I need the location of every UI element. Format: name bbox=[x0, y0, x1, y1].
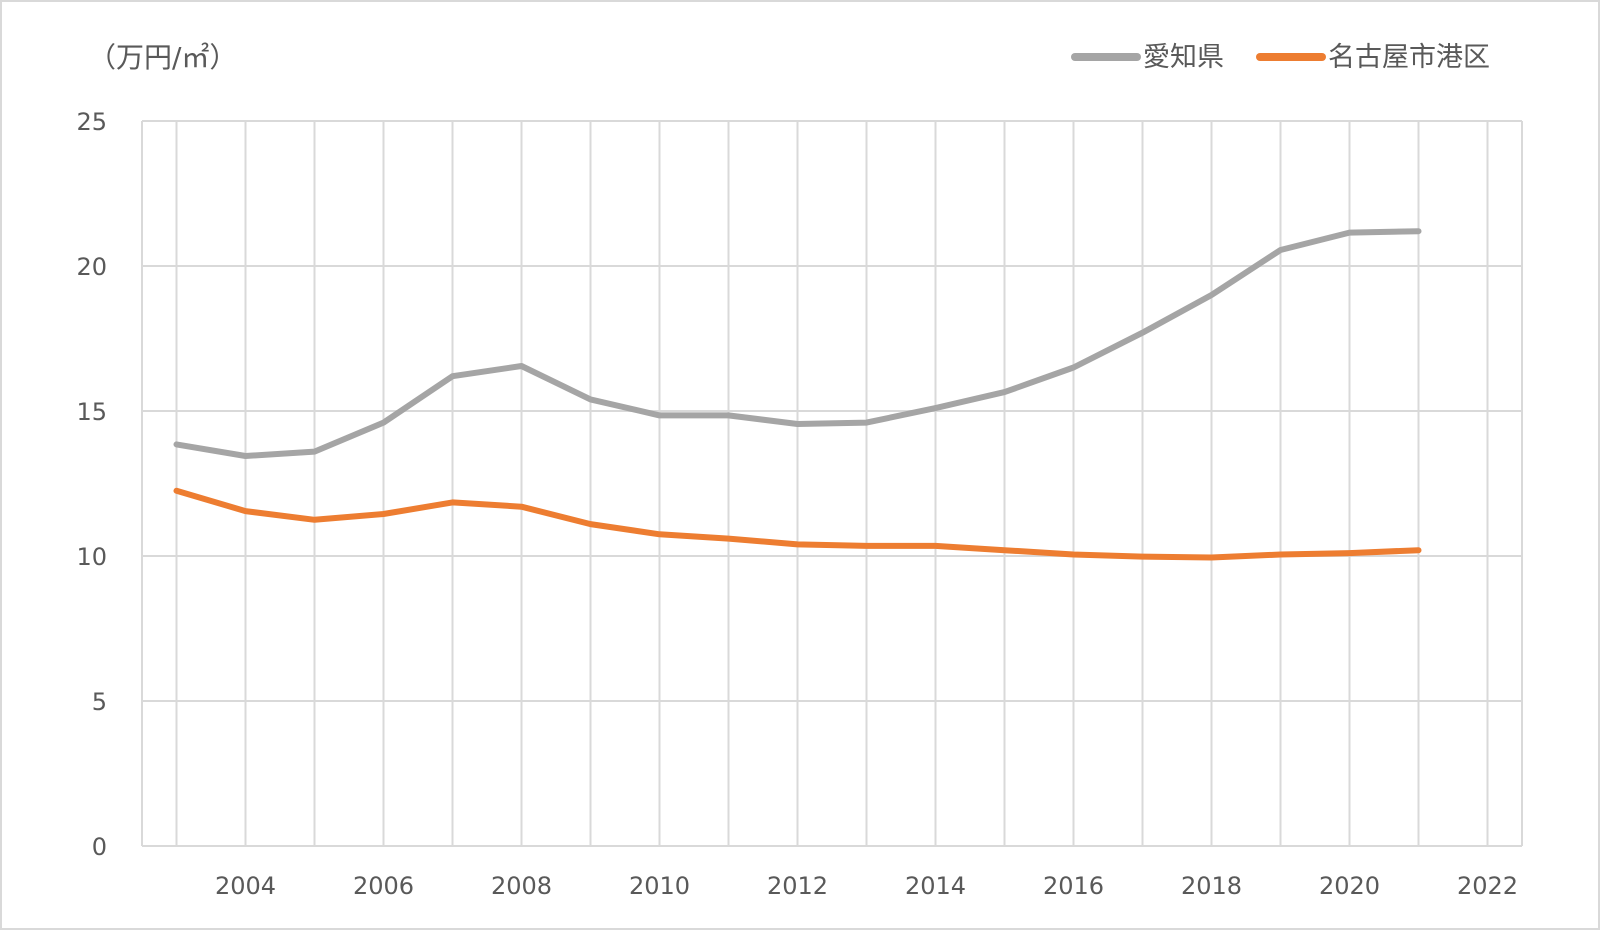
x-tick-label-2018: 2018 bbox=[1181, 872, 1242, 900]
series-layer bbox=[173, 228, 1422, 561]
x-tick-label-2014: 2014 bbox=[905, 872, 966, 900]
series-line-0 bbox=[173, 228, 1422, 459]
x-tick-label-2022: 2022 bbox=[1457, 872, 1518, 900]
unit-label: （万円/㎡） bbox=[88, 41, 237, 74]
x-tick-label-2016: 2016 bbox=[1043, 872, 1104, 900]
y-tick-label-10: 10 bbox=[76, 543, 107, 571]
y-tick-label-20: 20 bbox=[76, 253, 107, 281]
legend-label-aichi: 愛知県 bbox=[1143, 42, 1224, 73]
series-line-1 bbox=[173, 487, 1422, 561]
x-tick-label-2006: 2006 bbox=[353, 872, 414, 900]
x-tick-label-2010: 2010 bbox=[629, 872, 690, 900]
x-tick-label-2020: 2020 bbox=[1319, 872, 1380, 900]
y-tick-label-0: 0 bbox=[92, 833, 107, 861]
legend-label-minato: 名古屋市港区 bbox=[1328, 42, 1490, 73]
y-tick-label-15: 15 bbox=[76, 398, 107, 426]
grid bbox=[141, 120, 1523, 847]
x-tick-label-2004: 2004 bbox=[215, 872, 276, 900]
tick-labels: 0 5 10 15 20 25 2004 2006 2008 2010 2012 2014 2016 20… bbox=[76, 108, 1518, 900]
y-tick-label-25: 25 bbox=[76, 108, 107, 136]
legend: 愛知県 名古屋市港区 bbox=[1071, 42, 1490, 73]
x-tick-label-2012: 2012 bbox=[767, 872, 828, 900]
x-tick-label-2008: 2008 bbox=[491, 872, 552, 900]
y-tick-label-5: 5 bbox=[92, 688, 107, 716]
